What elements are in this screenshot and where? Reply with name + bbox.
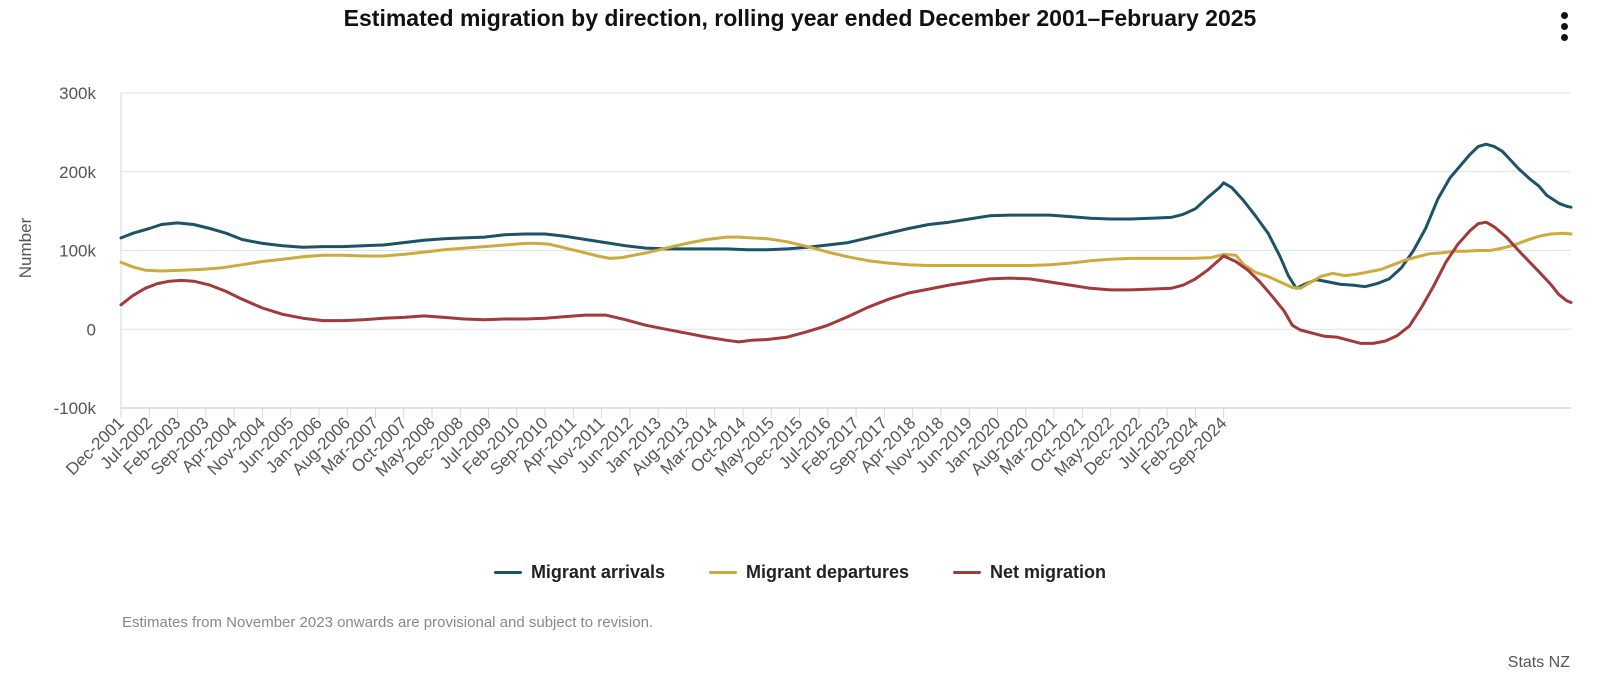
legend-label-departures: Migrant departures (746, 562, 910, 582)
legend-item-arrivals[interactable]: Migrant arrivals (493, 562, 665, 583)
series-line-arrivals[interactable] (119, 142, 1573, 290)
series-line-departures[interactable] (119, 231, 1573, 290)
chart-title: Estimated migration by direction, rollin… (343, 5, 1257, 31)
y-tick-label: 100k (59, 242, 96, 261)
legend-label-net: Net migration (990, 562, 1107, 582)
y-tick-label: 0 (87, 320, 96, 339)
footnote: Estimates from November 2023 onwards are… (122, 614, 654, 631)
legend-item-departures[interactable]: Migrant departures (709, 562, 909, 583)
legend-swatch-departures (709, 571, 737, 574)
legend: Migrant arrivals Migrant departures Net … (0, 562, 1600, 583)
y-tick-label: -100k (53, 399, 96, 418)
series-line-net[interactable] (119, 220, 1573, 345)
y-axis-label: Number (16, 217, 35, 278)
credit: Stats NZ (1507, 654, 1570, 671)
gridlines (121, 92, 1571, 409)
more-vertical-icon[interactable] (1556, 12, 1572, 46)
series-lines (119, 142, 1573, 345)
legend-swatch-net (953, 571, 982, 574)
axes: -100k0100k200k300kDec-2001Jul-2002Feb-20… (53, 84, 1571, 480)
chart-plot: -100k0100k200k300kDec-2001Jul-2002Feb-20… (16, 84, 1573, 480)
legend-swatch-arrivals (493, 571, 522, 574)
y-tick-label: 300k (59, 84, 96, 103)
y-tick-label: 200k (59, 163, 96, 182)
legend-label-arrivals: Migrant arrivals (530, 562, 665, 582)
legend-item-net[interactable]: Net migration (953, 562, 1106, 583)
